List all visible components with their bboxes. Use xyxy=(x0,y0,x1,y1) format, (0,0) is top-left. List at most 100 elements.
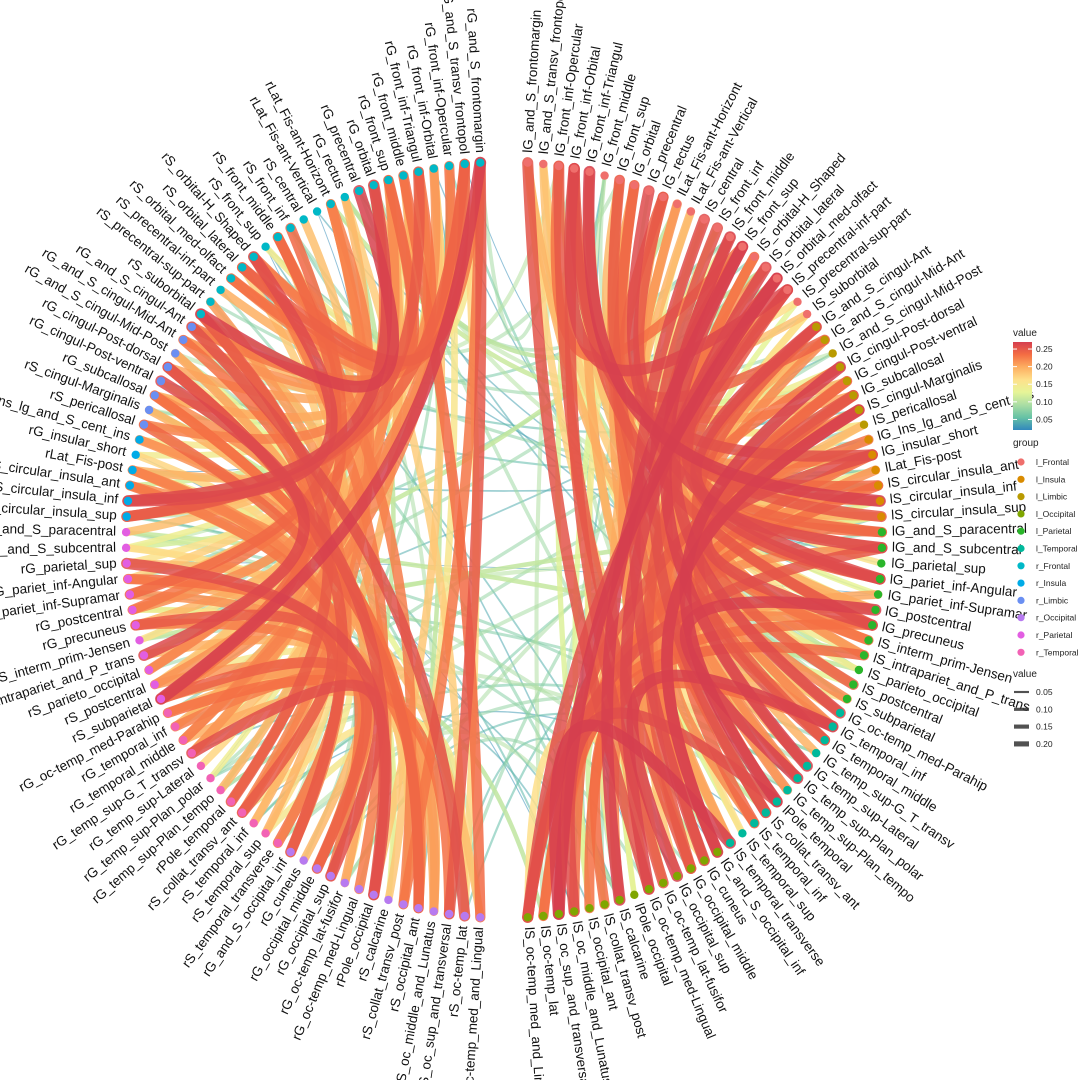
node-point xyxy=(286,223,295,233)
group-legend-title: group xyxy=(1013,438,1039,449)
node-point xyxy=(772,274,782,283)
edge xyxy=(626,669,839,882)
group-legend-key xyxy=(1017,493,1025,501)
group-legend-label: l_Occipital xyxy=(1036,509,1075,519)
width-legend-label: 0.05 xyxy=(1036,687,1053,697)
node-point xyxy=(877,543,887,552)
node-point xyxy=(171,722,180,731)
node-point xyxy=(196,309,206,319)
edge xyxy=(661,404,865,858)
edge xyxy=(121,557,392,901)
group-legend-label: l_Limbic xyxy=(1036,492,1068,502)
node-point xyxy=(122,512,131,521)
group-legend-label: l_Insula xyxy=(1036,474,1066,484)
node-point xyxy=(812,748,821,758)
node-point xyxy=(135,636,144,645)
node-point xyxy=(802,761,812,771)
node-label: lG_parietal_sup xyxy=(891,556,986,577)
node-point xyxy=(135,435,144,444)
colorbar-tick-label: 0.25 xyxy=(1036,344,1053,354)
edge xyxy=(552,272,783,920)
node-point xyxy=(249,252,258,261)
group-legend: group l_Frontal l_Insula l_Limbic l_Occipit… xyxy=(1013,438,1079,657)
node-point xyxy=(299,215,308,224)
edge xyxy=(522,157,655,895)
colorbar-tick-label: 0.10 xyxy=(1036,397,1053,407)
edge xyxy=(155,656,372,874)
node-point xyxy=(673,199,682,209)
node-point xyxy=(144,665,154,675)
node-point xyxy=(326,199,335,209)
edge xyxy=(582,165,886,507)
node-point xyxy=(125,590,135,599)
node-point xyxy=(261,242,270,251)
edge xyxy=(124,231,342,600)
node-point xyxy=(700,856,709,865)
group-legend-label: r_Insula xyxy=(1036,578,1067,588)
node-label: lG_and_S_subcentral xyxy=(892,540,1022,558)
colorbar-tick-label: 0.05 xyxy=(1036,414,1053,424)
node-point xyxy=(835,362,845,372)
node-point xyxy=(369,181,378,190)
node-point xyxy=(686,864,696,873)
node-label: rG_parietal_sup xyxy=(20,556,117,577)
node-point xyxy=(659,878,668,888)
node-point xyxy=(875,496,885,506)
node-point xyxy=(163,708,173,718)
group-legend-key xyxy=(1017,648,1025,656)
node-point xyxy=(812,322,821,332)
node-point xyxy=(445,161,454,171)
edge xyxy=(186,679,386,882)
group-legend-key xyxy=(1017,475,1025,483)
group-legend-label: r_Limbic xyxy=(1036,595,1069,605)
node-point xyxy=(725,232,735,242)
node-point xyxy=(156,694,166,704)
node-point xyxy=(369,890,378,899)
node-point xyxy=(570,907,579,916)
node-point xyxy=(340,878,349,888)
node-point xyxy=(216,285,225,295)
node-point xyxy=(163,362,173,372)
node-point xyxy=(871,465,880,475)
node-point xyxy=(206,297,215,306)
width-legend-title: value xyxy=(1013,669,1037,680)
node-point xyxy=(585,167,594,176)
node-point xyxy=(206,774,215,783)
node-point xyxy=(460,159,469,169)
node-point xyxy=(429,164,438,173)
node-point xyxy=(820,735,829,745)
node-point xyxy=(384,175,393,185)
node-point xyxy=(868,621,877,630)
node-point xyxy=(659,192,668,202)
node-point xyxy=(312,207,322,216)
node-point xyxy=(150,391,159,400)
node-point xyxy=(554,161,563,171)
node-point xyxy=(864,636,873,645)
group-legend-label: l_Frontal xyxy=(1036,457,1069,467)
group-legend-key xyxy=(1017,631,1025,639)
node-point xyxy=(286,847,295,857)
colorbar-tick-label: 0.20 xyxy=(1036,362,1053,372)
node-point xyxy=(131,621,140,630)
node-point xyxy=(630,890,639,899)
node-point xyxy=(828,722,837,731)
edge xyxy=(549,719,736,920)
node-point xyxy=(121,528,131,537)
node-point xyxy=(340,192,349,202)
node-point xyxy=(868,450,877,459)
legend: value 0.25 0.20 0.15 0.10 0.05 group l_Front… xyxy=(1013,328,1079,749)
edge xyxy=(398,170,486,923)
node-point xyxy=(820,335,829,345)
node-point xyxy=(725,838,735,848)
node-point xyxy=(772,797,782,806)
node-label: rS_circular_insula_sup xyxy=(0,499,117,522)
node-label: rG_and_S_subcentral xyxy=(0,540,116,558)
node-point xyxy=(877,559,886,568)
node-point xyxy=(700,215,709,224)
node-point xyxy=(445,909,454,919)
node-point xyxy=(761,263,770,272)
edge xyxy=(195,185,400,393)
group-legend-entries: l_Frontal l_Insula l_Limbic l_Occipital l_Pa… xyxy=(1017,457,1079,657)
node-point xyxy=(802,309,812,319)
edge xyxy=(629,213,710,867)
